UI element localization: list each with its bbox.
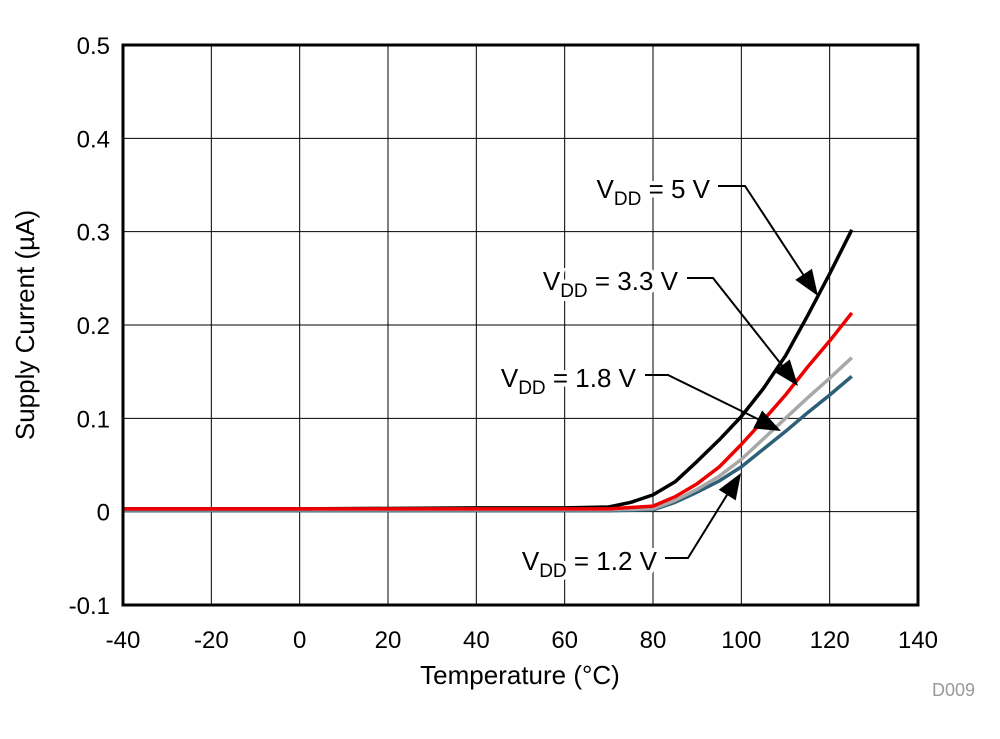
label-main: V [597,174,615,204]
arrowhead-icon [718,473,741,501]
label-value: = 1.2 V [567,546,658,576]
label-subscript: DD [614,189,641,210]
y-tick-label: 0.3 [77,220,110,247]
arrowhead-icon [795,268,818,296]
x-tick-label: 80 [640,627,667,654]
y-tick-label: -0.1 [69,593,110,620]
y-tick-label: 0.1 [77,406,110,433]
series-line [123,356,853,512]
x-tick-label: -20 [194,627,229,654]
y-tick-label: 0 [97,500,110,527]
x-tick-label: 60 [551,627,578,654]
label-subscript: DD [539,561,566,582]
x-tick-label: -40 [106,627,141,654]
y-tick-label: 0.5 [77,33,110,60]
annotation-3: VDD = 1.8 V [497,359,781,431]
tick-labels: -40 -20 0 20 40 60 80 100 120 140 -0.1 0 0.1 0.2 0.3 0.… [69,33,938,654]
y-axis-label: Supply Current (µA) [10,210,40,440]
arrowhead-icon [774,359,798,386]
annotation-1: VDD = 5 V [593,170,818,296]
leader-line [645,374,771,426]
plot-frame [121,43,920,607]
x-tick-label: 140 [898,627,938,654]
leader-line [665,481,736,559]
x-tick-label: 100 [721,627,761,654]
y-tick-label: 0.4 [77,126,110,153]
leader-line [687,277,793,379]
label-main: V [543,266,561,296]
x-tick-label: 120 [810,627,850,654]
y-tick-label: 0.2 [77,313,110,340]
grid [122,44,919,606]
annotation-2: VDD = 3.3 V [539,262,798,386]
figure-id: D009 [932,680,975,700]
label-main: V [501,363,519,393]
label-main: V [522,546,540,576]
x-tick-label: 40 [463,627,490,654]
annotation-label: VDD = 1.2 V [522,546,658,582]
annotation-label: VDD = 3.3 V [543,266,679,302]
label-subscript: DD [560,281,587,302]
leader-line [718,185,813,289]
label-value: = 1.8 V [546,363,637,393]
series-lines [123,229,854,513]
label-subscript: DD [518,378,545,399]
arrowhead-icon [753,410,781,431]
x-tick-label: 20 [375,627,402,654]
annotation-label: VDD = 1.8 V [501,363,637,399]
series-line [123,311,854,511]
annotation-label: VDD = 5 V [597,174,711,210]
label-value: = 5 V [641,174,710,204]
x-axis-label: Temperature (°C) [420,660,620,690]
label-value: = 3.3 V [588,266,679,296]
x-tick-label: 0 [293,627,306,654]
annotation-4: VDD = 1.2 V [518,473,741,586]
